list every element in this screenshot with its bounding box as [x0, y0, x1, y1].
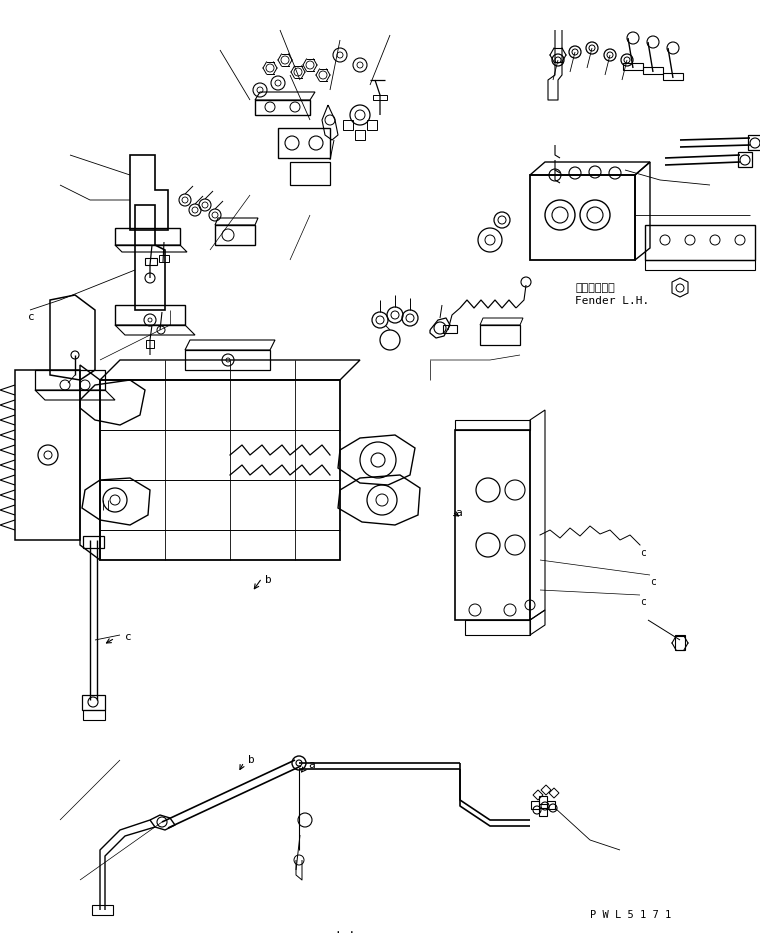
Text: b: b [265, 575, 272, 585]
Text: フェンダ　左: フェンダ 左 [575, 283, 615, 293]
Text: a: a [308, 760, 315, 770]
Text: c: c [640, 548, 646, 558]
Text: c: c [650, 577, 656, 587]
Text: a: a [455, 508, 462, 518]
Text: c: c [125, 632, 131, 642]
Text: b: b [248, 755, 255, 765]
Text: c: c [28, 312, 35, 322]
Text: c: c [640, 597, 646, 607]
Text: . .: . . [335, 925, 355, 935]
Text: Fender L.H.: Fender L.H. [575, 296, 649, 306]
Text: P W L 5 1 7 1: P W L 5 1 7 1 [590, 910, 671, 920]
